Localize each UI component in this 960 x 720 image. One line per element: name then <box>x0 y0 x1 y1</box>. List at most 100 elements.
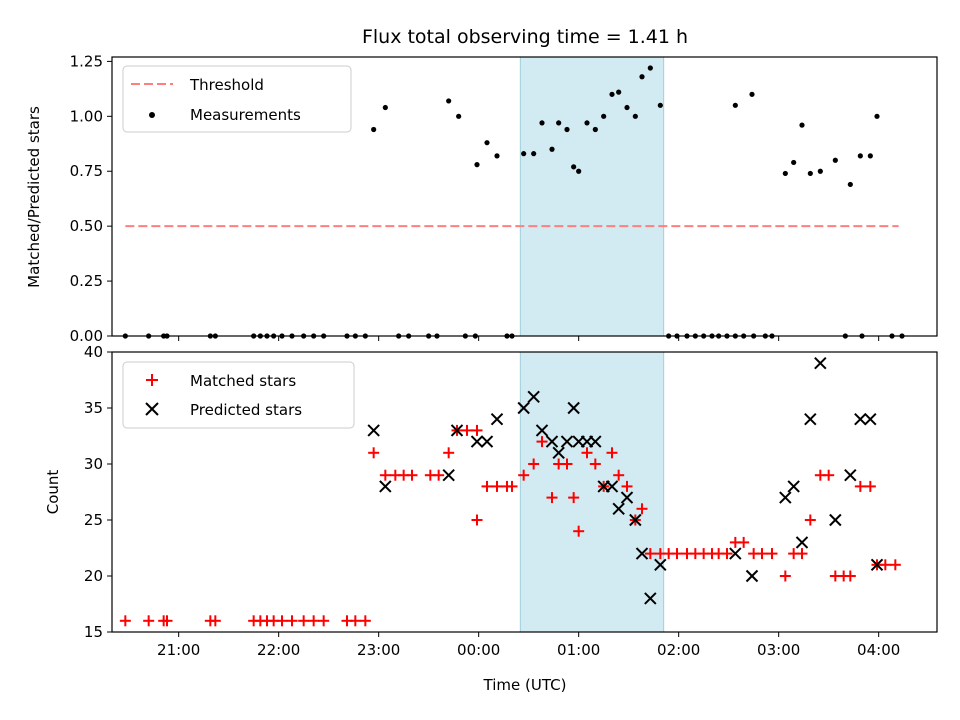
measurement-point <box>847 181 853 188</box>
measurement-point <box>782 170 788 177</box>
matched-star-point <box>889 559 901 571</box>
y-tick-label: 0.00 <box>70 327 103 345</box>
matched-star-point <box>581 447 593 459</box>
legend-predicted-label: Predicted stars <box>190 401 302 419</box>
matched-star-point <box>823 469 835 481</box>
matched-star-point <box>721 548 733 560</box>
predicted-star-point <box>545 435 559 448</box>
predicted-star-point <box>870 558 884 572</box>
measurement-point <box>576 168 582 174</box>
predicted-star-point <box>644 592 657 605</box>
matched-star-point <box>844 570 856 582</box>
x-tick-label: 04:00 <box>857 641 900 659</box>
matched-star-point <box>756 548 768 560</box>
highlight-span <box>519 56 665 337</box>
y-tick-label: 1.00 <box>70 107 103 125</box>
predicted-star-point <box>629 513 642 527</box>
predicted-star-point <box>560 435 574 448</box>
matched-star-point <box>568 492 580 504</box>
predicted-star-point <box>620 491 634 504</box>
y-tick-label: 20 <box>84 567 103 585</box>
ratio-y-axis-label: Matched/Predicted stars <box>25 106 43 288</box>
legend-measurements-label: Measurements <box>190 106 301 124</box>
matched-star-point <box>621 480 633 492</box>
matched-star-point <box>286 615 298 627</box>
y-tick-label: 0.75 <box>70 162 103 180</box>
count-y-ticks: 15 20 25 30 35 40 <box>84 343 112 641</box>
matched-star-point <box>379 469 391 481</box>
predicted-star-point <box>589 435 602 448</box>
measurement-point <box>791 159 797 166</box>
measurement-point <box>639 74 645 80</box>
measurement-point <box>657 102 663 108</box>
matched-star-point <box>589 458 601 470</box>
measurement-point <box>601 113 607 119</box>
predicted-star-point <box>635 547 649 560</box>
y-tick-label: 30 <box>84 455 103 473</box>
x-tick-label: 00:00 <box>457 641 500 659</box>
matched-star-point <box>864 480 876 492</box>
measurement-point <box>564 126 570 133</box>
measurement-point <box>817 168 823 174</box>
measurement-point <box>832 157 838 163</box>
matched-star-point <box>433 469 445 481</box>
ratio-panel: Flux total observing time = 1.41 h 0.00 0… <box>25 26 938 345</box>
matched-star-point <box>738 536 750 548</box>
ratio-legend: Threshold Measurements <box>122 65 352 133</box>
measurement-point <box>857 153 863 159</box>
ratio-plot-frame <box>111 56 938 337</box>
y-tick-label: 0.50 <box>70 217 103 235</box>
chart-title: Flux total observing time = 1.41 h <box>362 26 688 48</box>
legend-matched-label: Matched stars <box>190 372 296 390</box>
matched-star-point <box>471 514 483 526</box>
predicted-star-point <box>470 435 484 448</box>
predicted-star-point <box>814 356 827 370</box>
predicted-star-point <box>787 480 800 493</box>
matched-star-point <box>161 615 173 627</box>
count-x-ticks: 21:00 22:00 23:00 00:00 01:00 02:00 03:00 04:00 <box>157 632 900 659</box>
predicted-star-point <box>527 390 540 404</box>
matched-star-point <box>471 424 483 436</box>
y-tick-label: 1.25 <box>70 52 103 70</box>
measurement-point <box>521 151 527 157</box>
predicted-star-point <box>844 468 857 482</box>
y-tick-label: 15 <box>84 623 103 641</box>
measurement-point <box>371 126 377 133</box>
matched-star-point <box>209 615 221 627</box>
predicted-star-point <box>612 502 625 516</box>
matched-star-point <box>481 480 493 492</box>
predicted-star-point <box>567 401 580 415</box>
matched-star-point <box>636 503 648 515</box>
legend-measurements-swatch <box>149 112 155 118</box>
matched-star-point <box>318 615 330 627</box>
predicted-star-point <box>605 480 619 493</box>
matched-star-point <box>506 480 518 492</box>
count-plot-frame <box>111 351 938 633</box>
measurement-point <box>539 120 545 126</box>
predicted-star-point <box>795 536 809 549</box>
predicted-star-point <box>745 569 759 583</box>
measurement-point <box>799 122 805 128</box>
measurement-point <box>446 98 452 104</box>
measurement-point <box>382 104 388 111</box>
predicted-star-point <box>552 446 565 460</box>
y-tick-label: 25 <box>84 511 103 529</box>
matched-star-point <box>613 469 625 481</box>
measurement-point <box>624 104 630 111</box>
matched-star-point <box>359 615 371 627</box>
measurement-point <box>556 120 562 126</box>
x-tick-label: 23:00 <box>357 641 400 659</box>
measurement-point <box>609 91 615 97</box>
matched-star-point <box>528 458 540 470</box>
measurement-point <box>531 151 537 157</box>
matched-star-point <box>443 447 455 459</box>
measurement-point <box>807 170 813 177</box>
predicted-star-point <box>654 558 667 572</box>
count-y-axis-label: Count <box>44 470 62 515</box>
measurement-point <box>616 89 622 95</box>
matched-star-point <box>804 514 816 526</box>
x-tick-label: 02:00 <box>657 641 700 659</box>
x-tick-label: 22:00 <box>257 641 300 659</box>
matched-star-point <box>671 548 683 560</box>
matched-star-point <box>143 615 155 627</box>
